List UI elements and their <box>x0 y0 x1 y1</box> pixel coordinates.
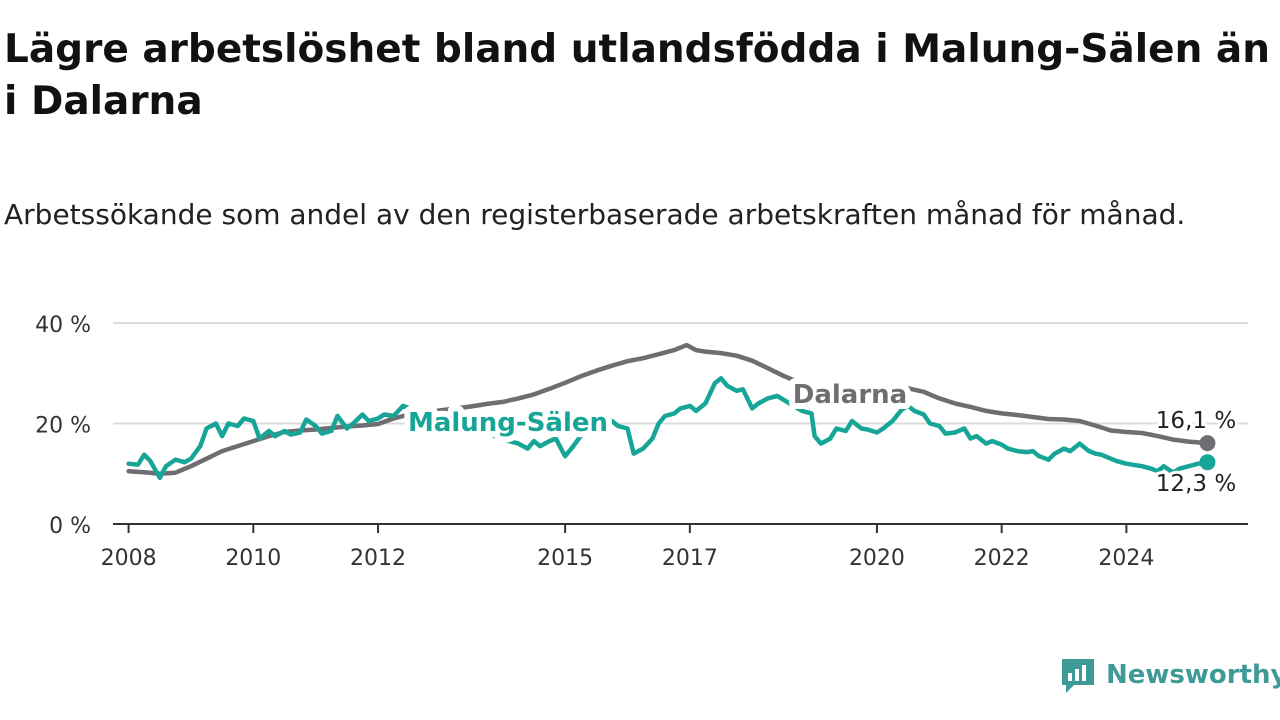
series-label: Dalarna <box>793 380 907 410</box>
series-lines <box>126 342 1216 481</box>
newsworthy-logo-icon <box>1062 659 1094 693</box>
brand-logo[interactable]: Newsworthy <box>1060 654 1280 696</box>
x-tick-label: 2022 <box>974 546 1030 571</box>
y-tick-label: 20 % <box>35 414 91 439</box>
chart-title: Lägre arbetslöshet bland utlandsfödda i … <box>4 27 1270 124</box>
end-value-label: 16,1 % <box>1156 408 1236 434</box>
series-label-halo: Malung-Sälen <box>408 408 608 438</box>
x-tick-label: 2012 <box>350 546 406 571</box>
x-tick-label: 2020 <box>849 546 905 571</box>
end-value-label: 12,3 % <box>1156 471 1236 497</box>
series-label: Malung-Sälen <box>408 408 608 438</box>
x-tick-label: 2010 <box>225 546 281 571</box>
axes: 0 % 20 % 40 % 2008 2010 2012 2015 2017 2020 2022 2… <box>35 313 1248 571</box>
series-end-marker <box>1199 454 1216 471</box>
x-tick-label: 2015 <box>537 546 593 571</box>
x-tick-label: 2024 <box>1098 546 1154 571</box>
series-line-malung-s-len <box>126 376 1210 481</box>
series-line-dalarna <box>126 342 1210 477</box>
y-tick-label: 40 % <box>35 313 91 338</box>
chart-subtitle: Arbetssökande som andel av den registerb… <box>4 198 1186 231</box>
x-tick-label: 2008 <box>101 546 157 571</box>
brand-name: Newsworthy <box>1106 660 1280 690</box>
series-label-halo: Dalarna <box>793 380 907 410</box>
y-tick-label: 0 % <box>49 514 91 539</box>
x-tick-label: 2017 <box>662 546 718 571</box>
series-end-marker <box>1199 435 1216 452</box>
